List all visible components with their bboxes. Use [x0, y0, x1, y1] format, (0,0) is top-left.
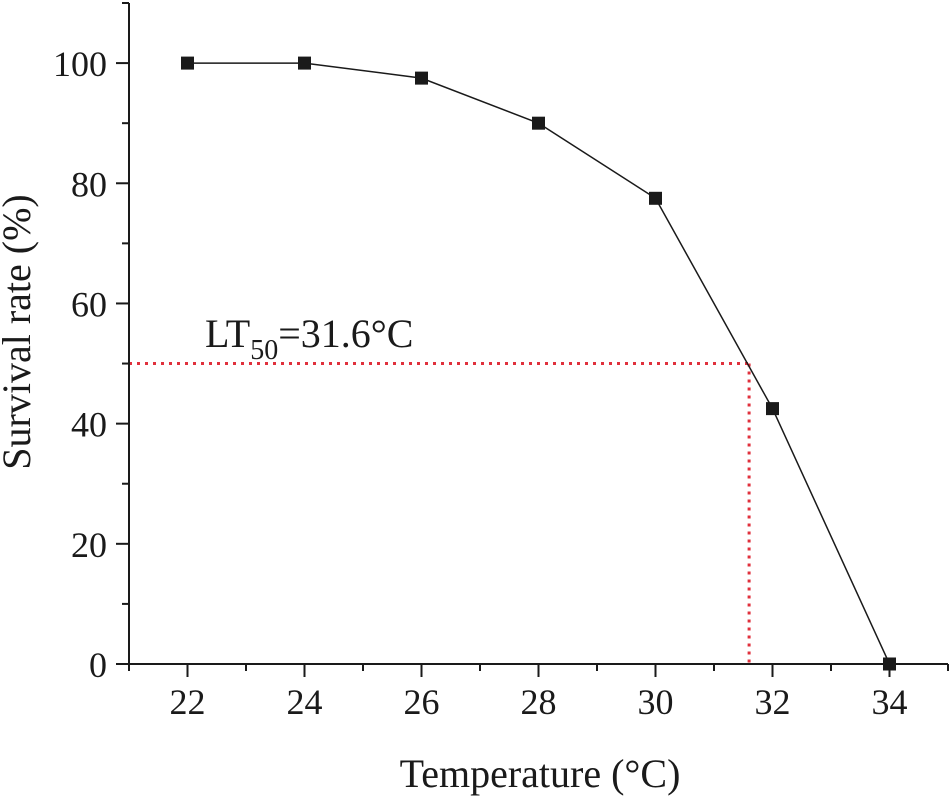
x-tick-label: 30: [638, 682, 674, 722]
y-tick-label: 0: [89, 645, 107, 685]
annotation-lt50: LT50=31.6°C: [205, 311, 413, 366]
axes: [116, 2, 949, 677]
x-tick-label: 24: [287, 682, 323, 722]
y-tick-label: 80: [71, 164, 107, 204]
data-series: [181, 56, 896, 671]
data-point-marker: [649, 191, 662, 205]
reference-lines: [129, 362, 751, 664]
y-axis-label: Survival rate (%): [0, 194, 39, 469]
y-tick-label: 20: [71, 525, 107, 565]
x-tick-label: 28: [521, 682, 557, 722]
annotation-suffix: =31.6°C: [278, 311, 413, 356]
data-point-marker: [883, 657, 896, 671]
x-axis-label: Temperature (°C): [400, 751, 681, 796]
data-point-marker: [532, 116, 545, 130]
x-tick-label: 34: [872, 682, 908, 722]
y-tick-label: 100: [53, 44, 107, 84]
data-point-marker: [181, 56, 194, 70]
data-point-marker: [415, 71, 428, 85]
data-point-marker: [298, 56, 311, 70]
annotation-subscript: 50: [250, 335, 278, 366]
labels: LT50=31.6°C Temperature (°C) Survival ra…: [0, 44, 908, 796]
y-tick-label: 40: [71, 405, 107, 445]
x-tick-label: 22: [170, 682, 206, 722]
data-point-marker: [766, 402, 779, 416]
annotation-prefix: LT: [205, 311, 250, 356]
x-tick-label: 26: [404, 682, 440, 722]
y-tick-label: 60: [71, 284, 107, 324]
x-tick-label: 32: [755, 682, 791, 722]
